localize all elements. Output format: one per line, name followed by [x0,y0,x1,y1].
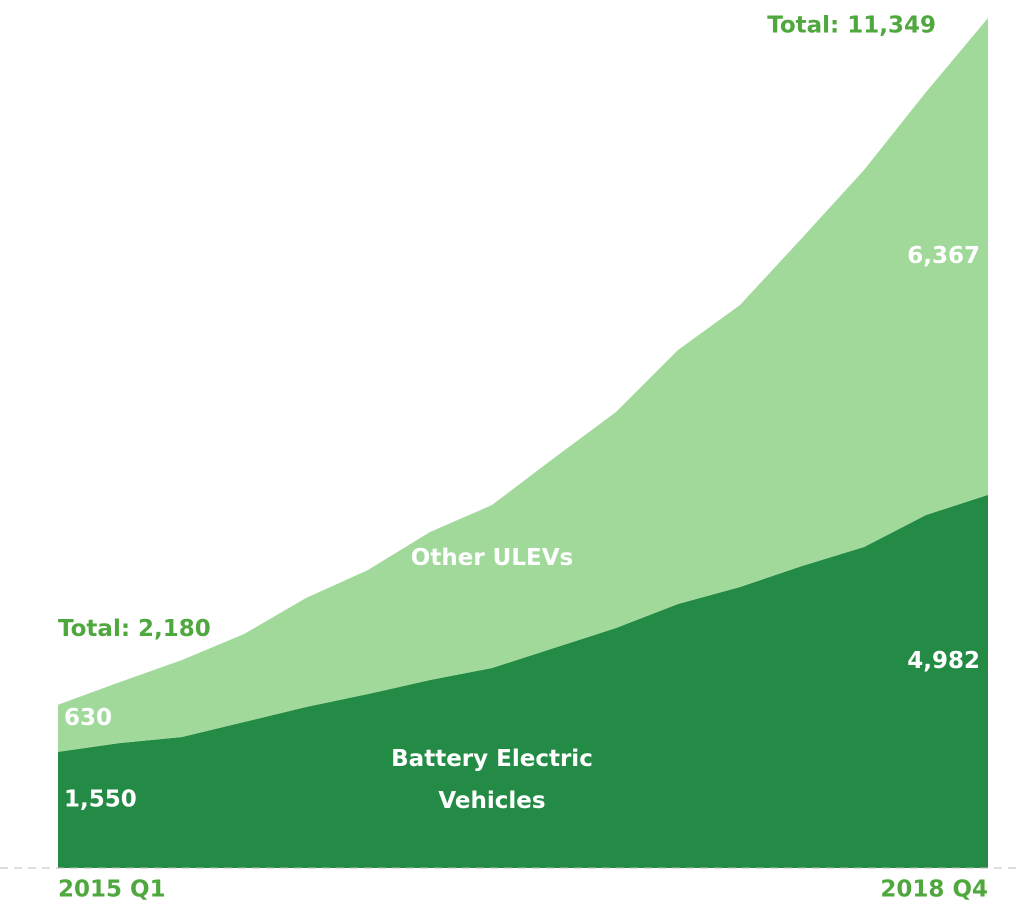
series-label: Battery Electric Vehicles [391,746,593,814]
annotation: Total: 11,349 [767,13,936,39]
value-label: 630 [64,705,112,731]
x-tick-label: 2015 Q1 [58,877,166,903]
annotation: Total: 2,180 [58,616,211,642]
series-label: Other ULEVs [410,545,574,571]
area [58,18,988,752]
value-label: 4,982 [907,648,980,674]
area [58,494,988,868]
x-tick-label: 2018 Q4 [880,877,988,903]
value-label: 6,367 [907,243,980,269]
value-label: 1,550 [64,787,137,813]
